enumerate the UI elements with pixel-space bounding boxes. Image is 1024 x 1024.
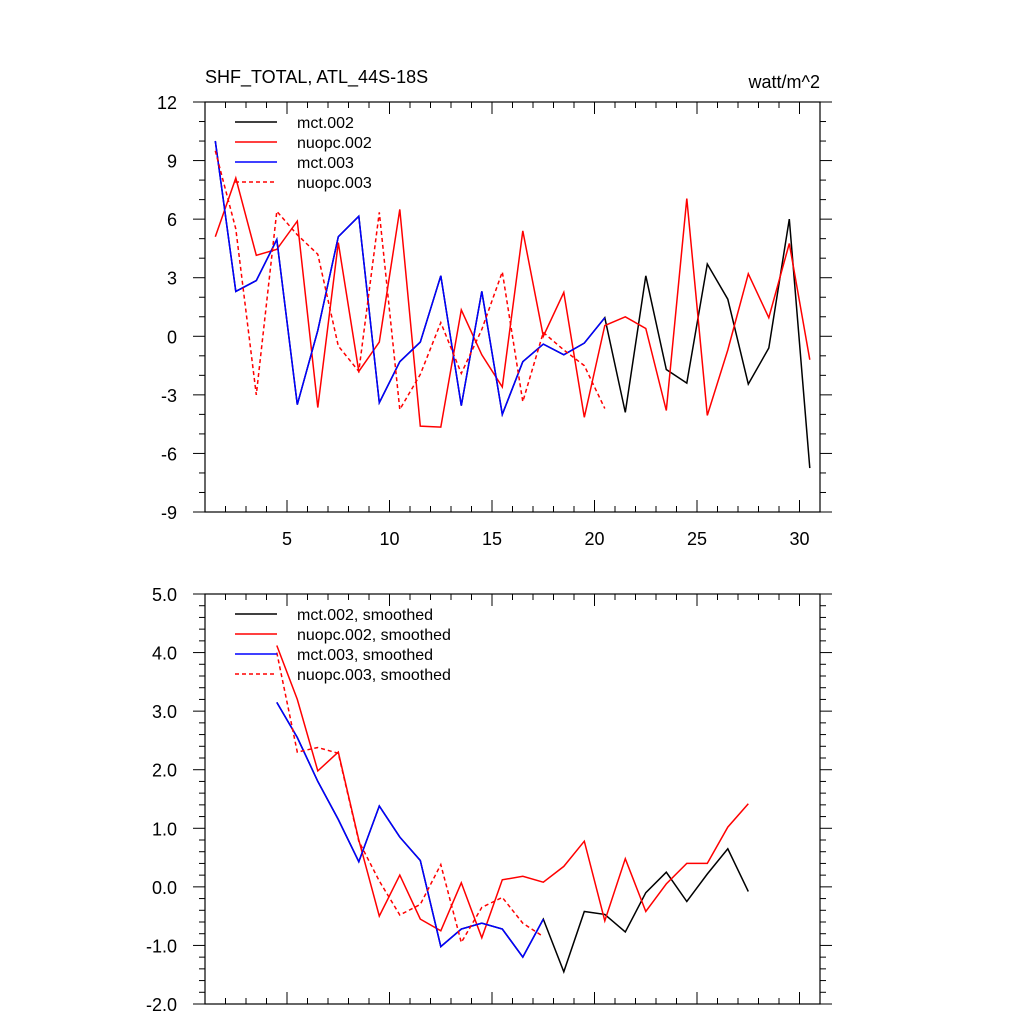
x-tick-label: 10 <box>379 529 399 549</box>
top-panel-title: SHF_TOTAL, ATL_44S-18S <box>205 67 428 88</box>
y-tick-label: -9 <box>161 503 177 523</box>
y-tick-label: 3.0 <box>152 702 177 722</box>
y-tick-label: -2.0 <box>146 995 177 1015</box>
y-tick-label: 4.0 <box>152 644 177 664</box>
y-tick-label: 12 <box>157 93 177 113</box>
x-tick-label: 25 <box>687 529 707 549</box>
top-series-group <box>214 140 811 469</box>
y-tick-label: 0 <box>167 327 177 347</box>
legend-label: mct.002 <box>297 115 354 132</box>
top-axis-ticks: 5 10 15 20 25 30 -9 -6 -3 0 3 6 9 12 <box>157 93 832 549</box>
x-tick-label: 20 <box>584 529 604 549</box>
y-tick-label: -3 <box>161 386 177 406</box>
bottom-panel: -2.0 -1.0 0.0 1.0 2.0 3.0 4.0 5.0 mct.002, smoo… <box>146 585 832 1015</box>
legend-label: nuopc.002, smoothed <box>297 627 451 644</box>
x-tick-label: 5 <box>282 529 292 549</box>
x-tick-label: 30 <box>789 529 809 549</box>
y-tick-label: 0.0 <box>152 878 177 898</box>
legend-label: mct.003, smoothed <box>297 647 433 664</box>
top-panel-units: watt/m^2 <box>748 72 820 92</box>
top-panel: SHF_TOTAL, ATL_44S-18S watt/m^2 5 10 15 20 2… <box>157 67 832 549</box>
legend-label: nuopc.003, smoothed <box>297 667 451 684</box>
legend-label: nuopc.002 <box>297 135 372 152</box>
y-tick-label: 1.0 <box>152 819 177 839</box>
y-tick-label: 9 <box>167 152 177 172</box>
y-tick-label: 2.0 <box>152 761 177 781</box>
legend-label: nuopc.003 <box>297 175 372 192</box>
y-tick-label: -1.0 <box>146 936 177 956</box>
top-series-nuopc-002 <box>214 175 811 428</box>
y-tick-label: 5.0 <box>152 585 177 605</box>
y-tick-label: 6 <box>167 210 177 230</box>
top-series-nuopc-003 <box>214 150 606 412</box>
y-tick-label: -6 <box>161 444 177 464</box>
top-series-mct-003 <box>214 140 606 418</box>
bottom-series-nuopc-003-smoothed <box>276 652 544 945</box>
legend-label: mct.003 <box>297 155 354 172</box>
bottom-series-mct-003-smoothed <box>276 702 544 959</box>
x-tick-label: 15 <box>482 529 502 549</box>
bottom-legend: mct.002, smoothed nuopc.002, smoothed mct.… <box>235 607 451 684</box>
bottom-series-group <box>276 645 749 974</box>
top-legend: mct.002 nuopc.002 mct.003 nuopc.003 <box>235 115 372 192</box>
legend-label: mct.002, smoothed <box>297 607 433 624</box>
y-tick-label: 3 <box>167 269 177 289</box>
bottom-axis-ticks: -2.0 -1.0 0.0 1.0 2.0 3.0 4.0 5.0 <box>146 585 832 1015</box>
